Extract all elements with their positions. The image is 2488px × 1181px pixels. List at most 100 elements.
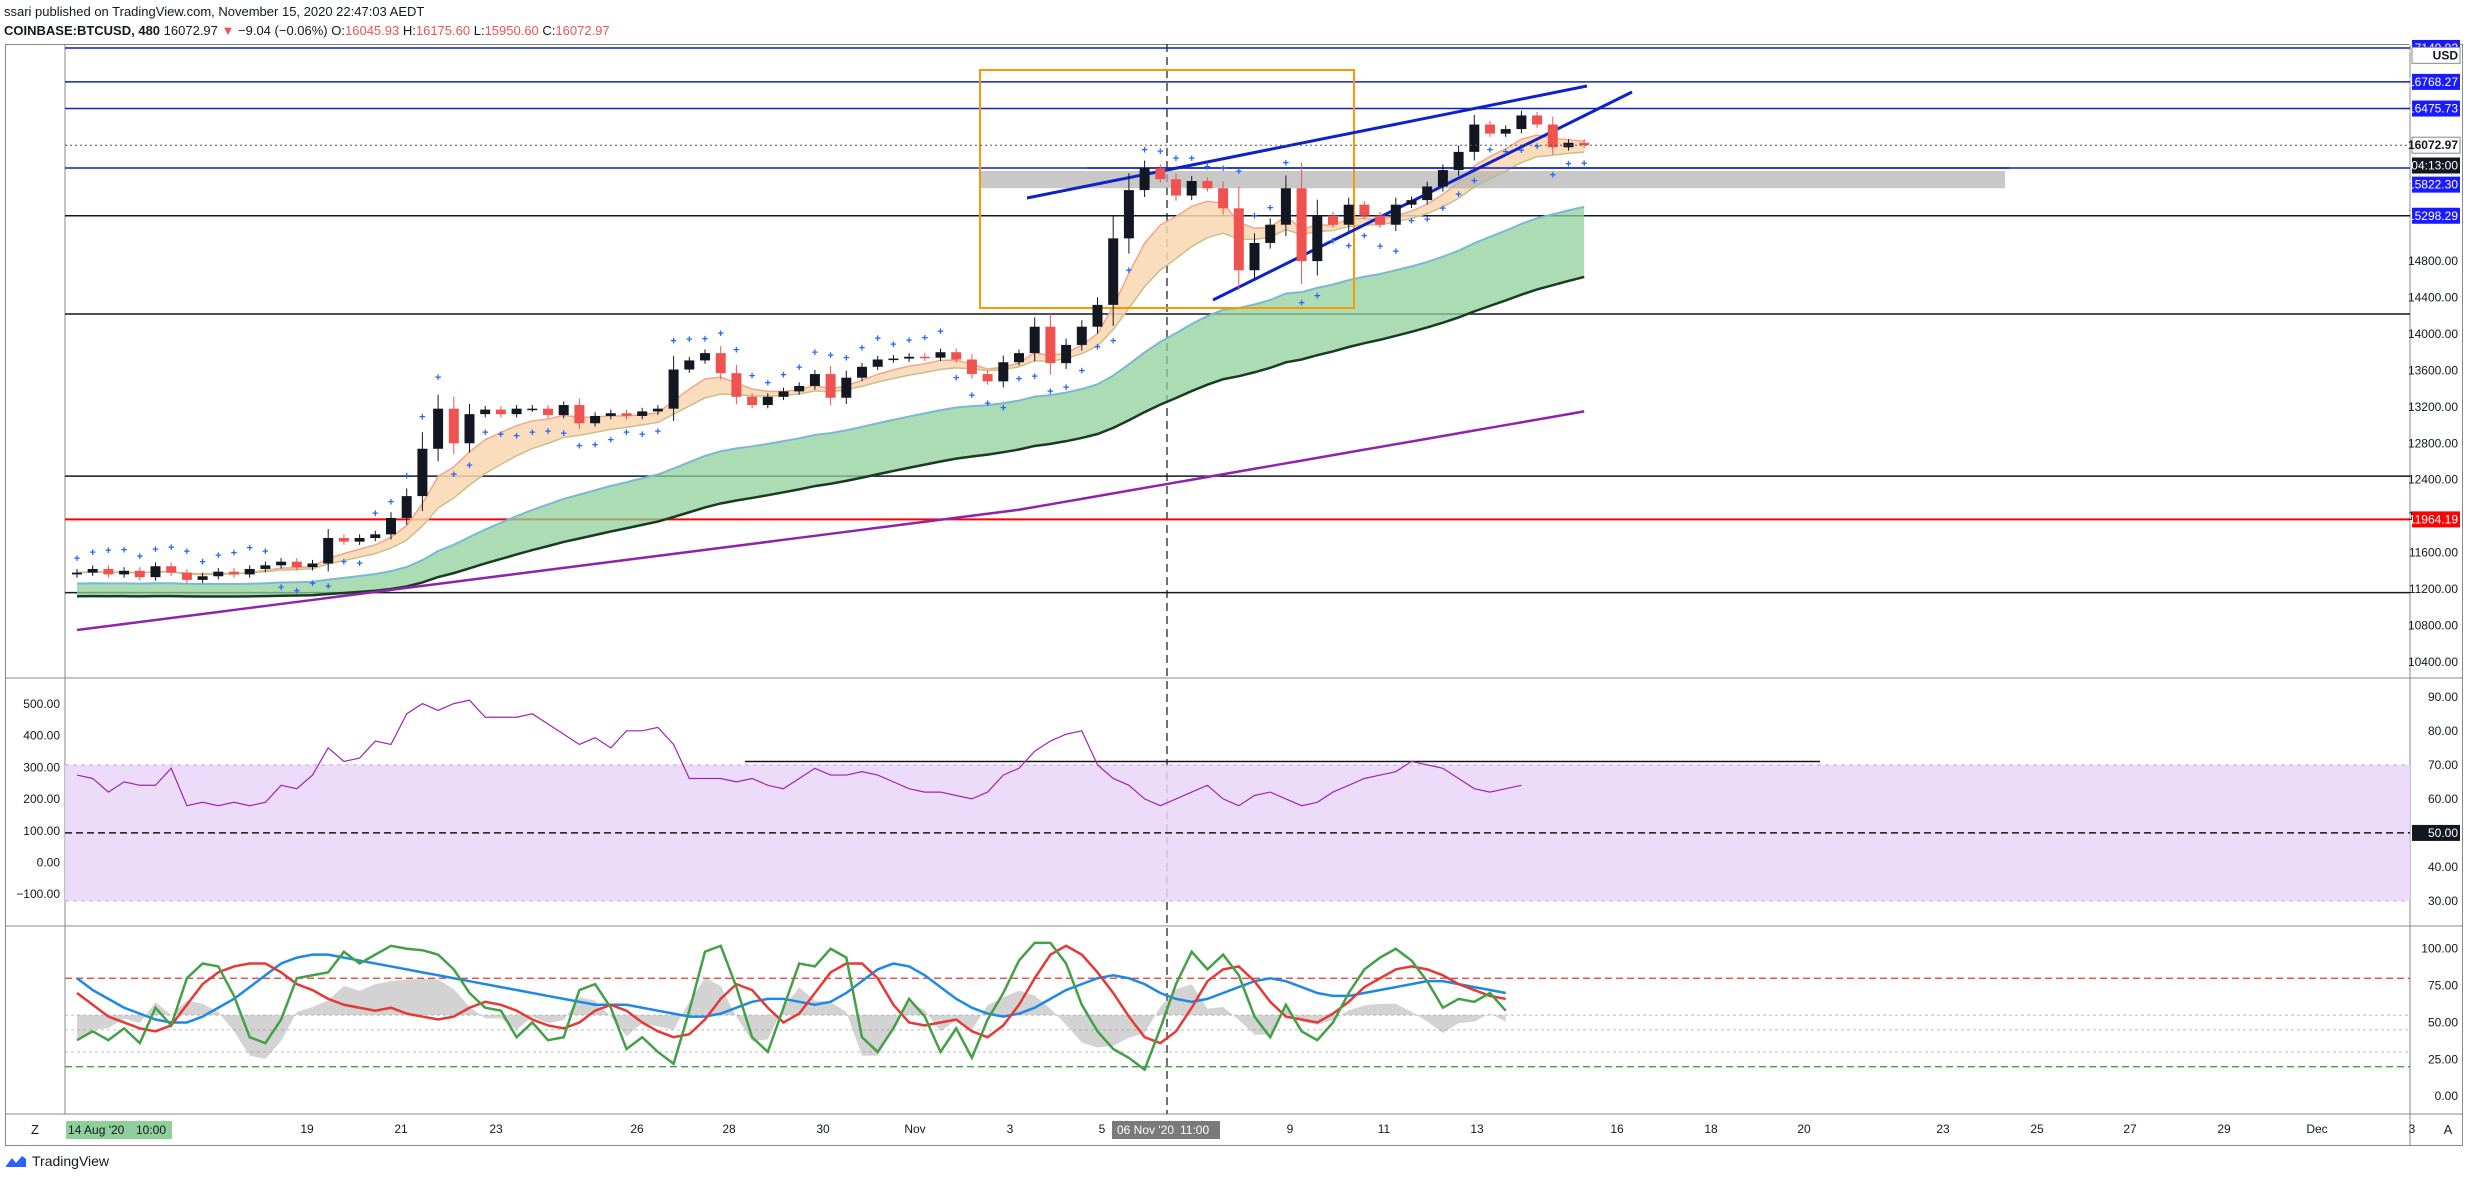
sar-dot: + xyxy=(717,328,723,340)
price-tick-label: 14000.00 xyxy=(2408,327,2458,341)
price-label-text: 16072.97 xyxy=(2408,138,2458,152)
price-label-badge xyxy=(2412,511,2460,528)
candle-body xyxy=(87,568,98,573)
sar-dot: + xyxy=(356,558,362,570)
stoch-tick-label: 75.00 xyxy=(2428,979,2458,993)
last-price: 16072.97 xyxy=(163,23,218,38)
sar-dot: + xyxy=(89,547,95,559)
x-tick-label: 26 xyxy=(630,1122,644,1136)
candle-body xyxy=(229,571,239,575)
candle-body xyxy=(1076,326,1087,345)
sar-dot: + xyxy=(1550,170,1556,182)
candle-body xyxy=(1280,188,1291,225)
x-start-badge xyxy=(66,1121,172,1139)
chart-canvas[interactable]: + + + + + + + + + + + + + + + + + + + + + + + + + + + + + + + + + + + + + + + +… xyxy=(0,0,2488,1150)
candle-body xyxy=(527,408,538,411)
sar-dot: + xyxy=(639,429,645,441)
candle-body xyxy=(276,561,287,566)
candle-body xyxy=(872,359,883,367)
rsi-left-tick-label: −100.00 xyxy=(16,887,60,901)
price-change: −9.04 (−0.06%) xyxy=(238,23,328,38)
candle-body xyxy=(715,353,726,374)
x-tick-label: 21 xyxy=(394,1122,408,1136)
candle-body xyxy=(637,411,648,416)
sar-dot: + xyxy=(670,335,676,347)
sar-dot: + xyxy=(608,434,614,446)
candle-body xyxy=(1359,204,1370,216)
sar-dot: + xyxy=(325,581,331,593)
sar-dot: + xyxy=(466,460,472,472)
price-tick-label: 10800.00 xyxy=(2408,618,2458,632)
x-tick-label: 20 xyxy=(1797,1122,1811,1136)
candle-body xyxy=(605,413,616,416)
x-tick-label: Dec xyxy=(2306,1122,2327,1136)
rsi-line xyxy=(76,699,1522,807)
x-tick-label: 5 xyxy=(1099,1122,1106,1136)
sar-dot: + xyxy=(168,542,174,554)
rsi-pane[interactable] xyxy=(65,699,2410,902)
candle-body xyxy=(433,408,444,449)
x-tick-label: 11 xyxy=(1378,1122,1391,1136)
price-label-text: 11964.19 xyxy=(2409,512,2458,526)
x-tick-label: 16 xyxy=(1610,1122,1624,1136)
sar-dot: + xyxy=(74,553,80,565)
sar-dot: + xyxy=(1471,175,1477,187)
sar-dot: + xyxy=(1236,166,1242,178)
x-tick-label: 29 xyxy=(2217,1122,2231,1136)
candle-body xyxy=(998,362,1009,382)
price-pane[interactable]: + + + + + + + + + + + + + + + + + + + + + + + + + + + + + + + + + + + + + + + +… xyxy=(65,47,2410,632)
candle-body xyxy=(244,568,255,575)
tradingview-brand[interactable]: TradingView xyxy=(6,1153,109,1169)
candle-body xyxy=(213,571,224,577)
stoch-pane[interactable] xyxy=(65,941,2410,1072)
candle-body xyxy=(1029,326,1040,354)
candle-body xyxy=(1343,204,1354,225)
price-label-text: 16475.73 xyxy=(2408,102,2458,116)
candle-body xyxy=(1233,208,1244,271)
sar-dot: + xyxy=(199,557,205,569)
sar-dot: + xyxy=(1487,145,1493,157)
sar-dot: + xyxy=(1314,291,1320,303)
candle-body xyxy=(370,534,381,538)
x-tick-label: 13 xyxy=(1470,1122,1484,1136)
supply-zone xyxy=(980,170,2005,189)
close-value: 16072.97 xyxy=(555,23,610,38)
sar-dot: + xyxy=(906,335,912,347)
candle-body xyxy=(1171,179,1181,196)
sar-dot: + xyxy=(859,342,865,354)
x-tick-label: 3 xyxy=(2409,1122,2416,1136)
sar-dot: + xyxy=(874,333,880,345)
candle-body xyxy=(1500,129,1511,134)
chart-frame xyxy=(5,44,2463,1146)
crosshair-label: 06 Nov '20 xyxy=(1117,1123,1174,1137)
candle-body xyxy=(150,566,161,578)
low-label: L: xyxy=(473,23,485,38)
candle-body xyxy=(668,369,679,409)
x-tick-label: 19 xyxy=(300,1122,314,1136)
x-tick-label: 23 xyxy=(1936,1122,1950,1136)
sar-dot: + xyxy=(137,551,143,563)
rsi-mid-label: 50.00 xyxy=(2428,826,2458,840)
candle-body xyxy=(323,538,334,564)
candle-body xyxy=(700,353,710,361)
sar-dot: + xyxy=(1581,158,1587,170)
ohlc-line: COINBASE:BTCUSD, 480 16072.97 ▼ −9.04 (−… xyxy=(4,21,610,40)
sar-dot: + xyxy=(403,470,409,482)
sar-dot: + xyxy=(827,350,833,362)
sar-dot: + xyxy=(1518,145,1524,157)
sar-dot: + xyxy=(686,334,692,346)
sar-dot: + xyxy=(1251,211,1257,223)
sar-dot: + xyxy=(105,545,111,557)
cloud-upper-line xyxy=(76,205,1585,585)
sar-dot: + xyxy=(184,546,190,558)
rsi-tick-label: 80.00 xyxy=(2428,724,2458,738)
sar-dot: + xyxy=(1283,157,1289,169)
candle-body xyxy=(1108,238,1119,305)
sar-dot: + xyxy=(1361,230,1367,242)
sar-dot: + xyxy=(576,440,582,452)
candle-body xyxy=(574,405,585,424)
candle-body xyxy=(448,408,459,444)
price-label-badge xyxy=(2412,157,2460,174)
sar-dot: + xyxy=(1565,158,1571,170)
rsi-left-tick-label: 0.00 xyxy=(37,856,61,870)
